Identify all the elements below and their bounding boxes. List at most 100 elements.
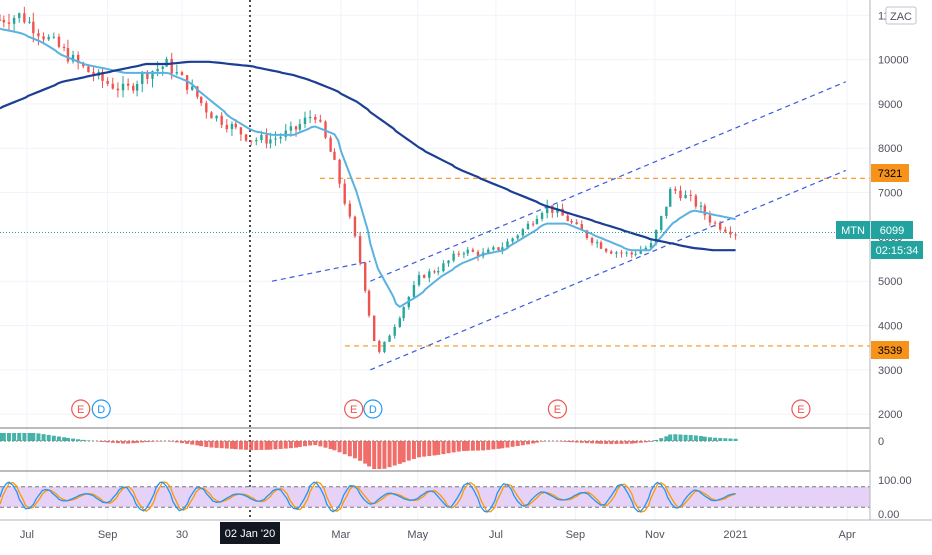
macd-histogram-bar [131,441,135,443]
macd-histogram-bar [195,441,199,445]
macd-histogram-bar [402,441,406,462]
macd-histogram-bar [209,441,213,448]
macd-histogram-bar [175,441,179,442]
candle-body [309,117,311,118]
candle-body [255,140,257,141]
symbol-label: MTN [841,225,865,237]
stochastic-band [0,487,870,507]
time-tick-label: Jul [20,529,34,541]
candle-body [724,230,726,232]
macd-histogram-bar [298,441,302,447]
macd-histogram-bar [708,437,712,441]
macd-histogram-bar [639,441,643,443]
candle-body [665,207,667,216]
candle-body [634,254,636,255]
candle-body [690,195,692,196]
candle-body [250,141,252,142]
exchange-label: ZAC [890,11,912,23]
candle-body [117,89,119,91]
candle-body [368,291,370,316]
macd-histogram-bar [699,436,703,441]
macd-histogram-bar [274,441,278,449]
macd-histogram-bar [436,441,440,455]
macd-histogram-bar [580,441,584,443]
crosshair-date-tag: 02 Jan '20 [220,522,280,544]
candle-body [146,73,148,79]
candle-body [333,152,335,160]
channel-lower-line[interactable] [370,170,845,369]
moving-average-fast-line[interactable] [0,29,736,307]
candle-body [709,215,711,222]
macd-histogram-bar [126,441,130,444]
candle-body [566,216,568,221]
candle-body [165,59,167,67]
candle-body [279,137,281,139]
candle-body [200,97,202,103]
macd-histogram-bar [511,441,515,447]
event-marker-label: E [797,404,804,416]
price-tick-label: 7000 [878,188,902,200]
last-price-label: 6099 [880,225,904,237]
macd-histogram-bar [323,441,327,448]
macd-histogram-bar [595,441,599,444]
channel-upper-line[interactable] [370,82,845,281]
candle-body [112,84,114,89]
macd-histogram-bar [457,441,461,452]
candle-body [156,69,158,71]
symbol-tag[interactable]: MTN [836,221,870,239]
macd-histogram-bar [728,439,732,441]
candle-body [136,84,138,91]
macd-histogram-bar [180,441,184,443]
candle-body [176,72,178,73]
candle-body [37,33,39,36]
macd-histogram-bar [500,441,504,448]
macd-histogram-bar [713,438,717,441]
price-pane[interactable] [0,7,870,370]
candle-body [418,275,420,285]
macd-histogram-bar [42,434,46,441]
macd-histogram-bar [481,441,485,450]
candle-body [517,236,519,239]
countdown-label: 02:15:34 [876,245,919,257]
macd-histogram-bar [17,433,21,441]
macd-histogram-bar [447,441,451,453]
stochastic-pane[interactable] [0,482,870,512]
candle-body [428,271,430,277]
candle-body [8,22,10,23]
macd-histogram-bar [382,441,386,469]
macd-histogram-bar [265,441,269,450]
candle-body [132,86,134,91]
channel-extension-line[interactable] [272,261,370,281]
time-tick-label: May [407,529,428,541]
macd-histogram-bar [343,441,347,454]
price-axis[interactable]: 1100010000900080007000600050004000300020… [878,10,912,521]
candle-body [122,84,124,91]
candle-body [536,219,538,224]
macd-histogram-bar [57,437,61,441]
candle-body [106,81,108,84]
candle-body [615,252,617,253]
macd-histogram-bar [71,439,75,441]
candle-body [527,224,529,230]
candle-body [625,253,627,254]
macd-histogram-bar [412,441,416,459]
level-high-tag: 7321 [871,164,909,182]
level-low-label: 3539 [878,345,902,357]
candle-body [304,118,306,124]
exchange-badge: ZAC [886,7,916,24]
candle-body [260,135,262,140]
event-marker-label: E [350,404,357,416]
macd-pane[interactable] [0,433,738,469]
macd-histogram-bar [135,441,139,443]
macd-histogram-bar [101,441,105,442]
candle-body [58,37,60,47]
candle-body [285,131,287,137]
candle-body [660,216,662,230]
macd-histogram-bar [0,433,2,441]
moving-average-slow-line[interactable] [0,62,736,250]
candle-body [570,221,572,222]
macd-histogram-bar [604,441,608,444]
macd-histogram-bar [614,441,618,444]
